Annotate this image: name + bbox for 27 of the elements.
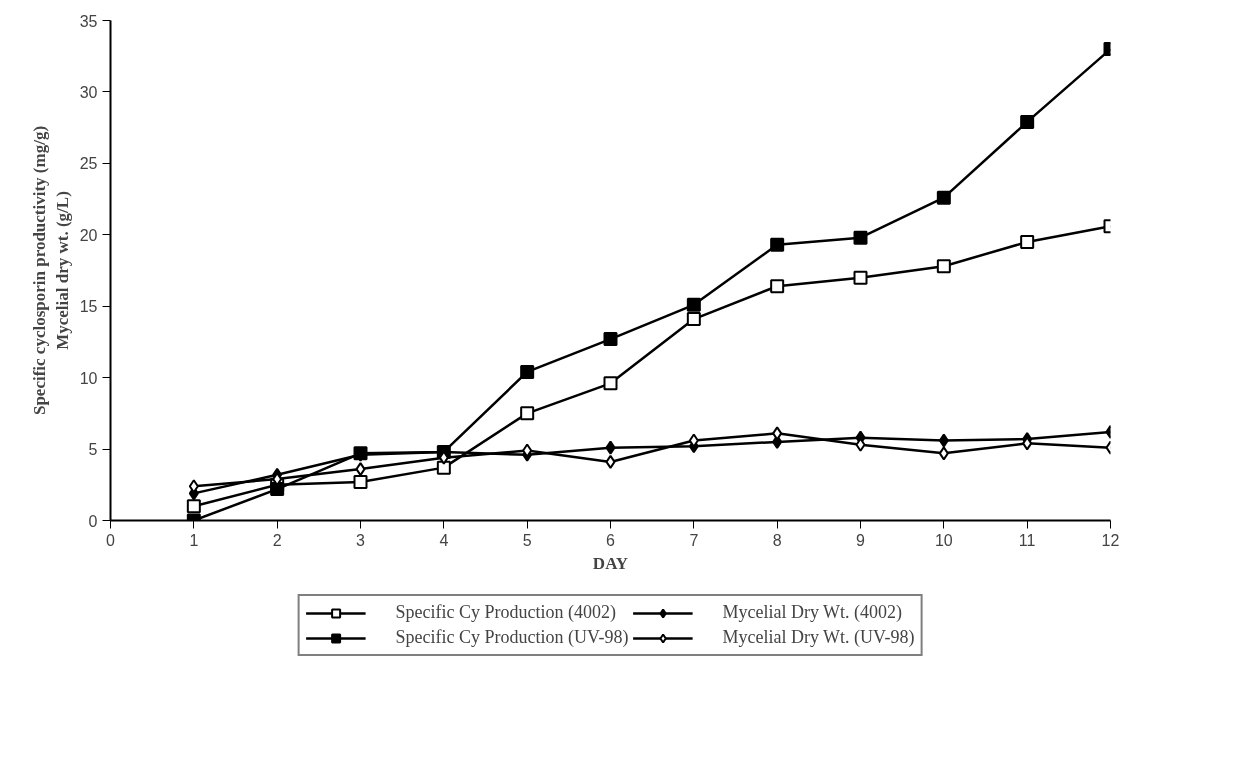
y-axis-title: Specific cyclosporin productivity (mg/g) Mycelial dry wt. (g/L) xyxy=(29,125,72,416)
x-tick-label: 5 xyxy=(522,531,532,549)
x-axis-title: DAY xyxy=(592,553,629,573)
legend-label: Mycelial Dry Wt. (UV-98) xyxy=(722,627,915,648)
x-tick-label: 10 xyxy=(934,531,953,549)
legend-label: Specific Cy Production (UV-98) xyxy=(395,627,629,648)
x-tick-label: 8 xyxy=(772,531,782,549)
x-tick-label: 0 xyxy=(106,531,116,549)
x-tick-label: 12 xyxy=(1101,531,1120,549)
legend-label: Specific Cy Production (4002) xyxy=(395,602,617,623)
y-tick-label: 10 xyxy=(79,369,98,387)
y-tick-label: 35 xyxy=(79,12,98,30)
x-tick-label: 11 xyxy=(1018,531,1036,549)
x-tick-label: 1 xyxy=(189,531,199,549)
x-tick-label: 7 xyxy=(689,531,699,549)
y-tick-label: 0 xyxy=(88,512,98,530)
x-tick-label: 3 xyxy=(356,531,366,549)
y-tick-label: 25 xyxy=(79,155,98,173)
legend-label: Mycelial Dry Wt. (4002) xyxy=(722,602,903,623)
y-tick-label: 15 xyxy=(79,298,98,316)
y-tick-label: 5 xyxy=(88,441,98,459)
x-tick-label: 9 xyxy=(856,531,866,549)
y-tick-label: 20 xyxy=(79,226,98,244)
x-tick-label: 6 xyxy=(606,531,616,549)
x-tick-label: 4 xyxy=(439,531,449,549)
y-tick-label: 30 xyxy=(79,83,98,101)
x-tick-label: 2 xyxy=(272,531,282,549)
